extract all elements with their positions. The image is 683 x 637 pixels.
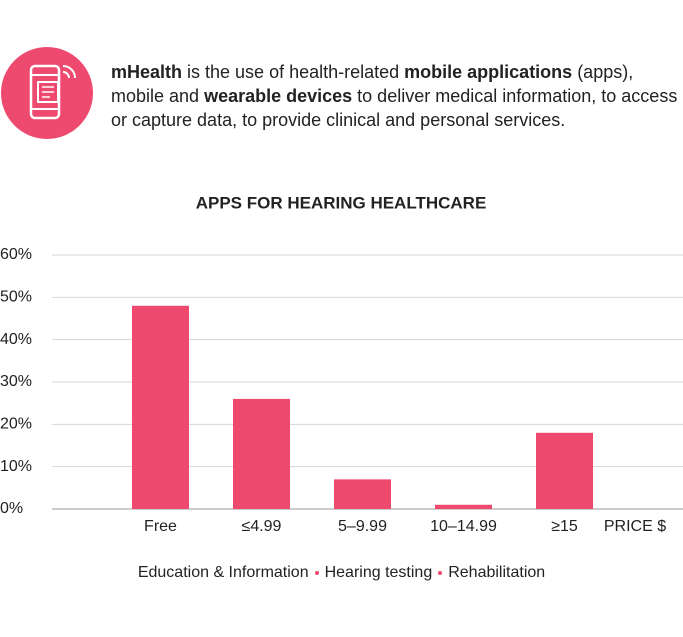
mhealth-icon (1, 47, 93, 139)
y-tick-label: 0% (0, 500, 23, 517)
legend-item: Rehabilitation (432, 564, 545, 581)
bar (536, 432, 593, 509)
text: to deliver medical information, to acces… (111, 86, 678, 130)
y-tick-label: 60% (0, 246, 32, 263)
y-tick-label: 20% (0, 416, 32, 433)
bar (435, 504, 492, 509)
x-tick-label: 10–14.99 (430, 518, 497, 535)
legend-item: Education & Information (137, 564, 309, 581)
bar (233, 398, 290, 509)
bold-text: mobile applications (404, 62, 573, 82)
x-tick-label: ≥15 (551, 518, 578, 535)
bold-text: wearable devices (204, 86, 353, 106)
y-tick-label: 30% (0, 373, 32, 390)
x-tick-label: Free (144, 518, 177, 535)
legend-item: Hearing testing (309, 564, 433, 581)
legend: Education & Information Hearing testing Re… (0, 564, 683, 582)
y-tick-label: 40% (0, 331, 32, 348)
bar (132, 305, 189, 509)
x-tick-label: 5–9.99 (338, 518, 387, 535)
bold-text: mHealth (111, 62, 183, 82)
y-tick-label: 10% (0, 458, 32, 475)
x-tick-label: ≤4.99 (242, 518, 282, 535)
chart-title: APPS FOR HEARING HEALTHCARE (196, 193, 487, 212)
text: (apps), mobile and (111, 62, 634, 106)
intro-text: mHealth is the use of health-related mob… (111, 60, 681, 132)
x-axis-label: PRICE $ (604, 518, 666, 535)
bar (334, 479, 391, 509)
y-tick-label: 50% (0, 289, 32, 306)
text: is the use of health-related (182, 62, 405, 82)
